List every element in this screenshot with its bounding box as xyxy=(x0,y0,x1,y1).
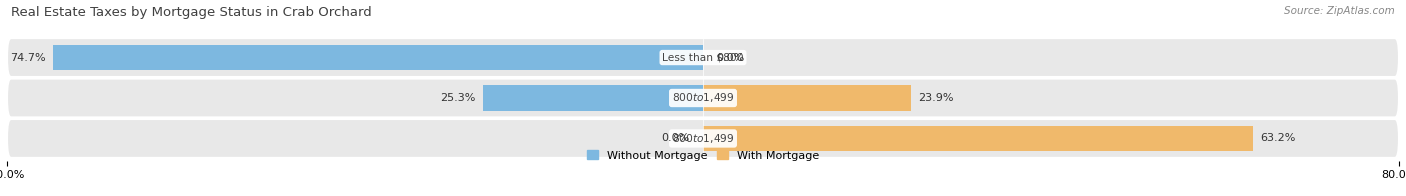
Bar xyxy=(703,85,911,111)
Text: 0.0%: 0.0% xyxy=(662,133,690,143)
Text: 74.7%: 74.7% xyxy=(11,53,46,63)
Text: Source: ZipAtlas.com: Source: ZipAtlas.com xyxy=(1284,6,1395,16)
Bar xyxy=(53,45,703,70)
Text: 0.0%: 0.0% xyxy=(716,53,744,63)
Text: 63.2%: 63.2% xyxy=(1260,133,1295,143)
FancyBboxPatch shape xyxy=(7,38,1399,77)
Bar xyxy=(482,85,703,111)
Text: 25.3%: 25.3% xyxy=(440,93,477,103)
Text: Less than $800: Less than $800 xyxy=(662,53,744,63)
Text: $800 to $1,499: $800 to $1,499 xyxy=(672,92,734,104)
Legend: Without Mortgage, With Mortgage: Without Mortgage, With Mortgage xyxy=(582,146,824,165)
Text: 23.9%: 23.9% xyxy=(918,93,953,103)
Text: $800 to $1,499: $800 to $1,499 xyxy=(672,132,734,145)
FancyBboxPatch shape xyxy=(7,79,1399,117)
Bar xyxy=(703,126,1253,151)
FancyBboxPatch shape xyxy=(7,119,1399,158)
Text: Real Estate Taxes by Mortgage Status in Crab Orchard: Real Estate Taxes by Mortgage Status in … xyxy=(11,6,373,19)
